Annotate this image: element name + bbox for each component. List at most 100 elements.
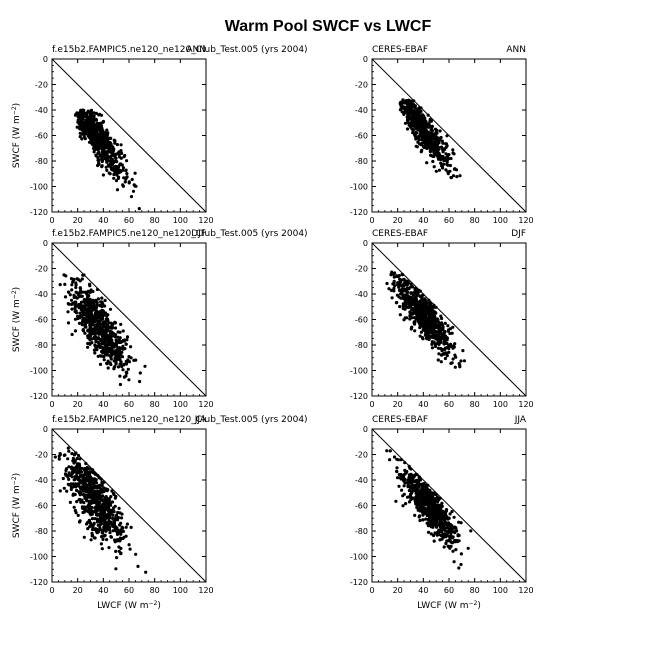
y-tick-label: -60 <box>355 502 368 511</box>
scatter-point <box>88 482 92 486</box>
scatter-point <box>413 106 417 110</box>
scatter-point <box>103 304 107 308</box>
scatter-point <box>95 287 100 292</box>
scatter-point <box>438 326 442 330</box>
scatter-point <box>106 521 110 525</box>
scatter-point <box>66 302 70 306</box>
scatter-point <box>96 322 100 326</box>
scatter-point <box>100 535 104 539</box>
scatter-point <box>136 564 140 569</box>
scatter-point <box>86 125 90 129</box>
y-tick-label: -120 <box>30 392 48 401</box>
scatter-point <box>117 506 121 510</box>
scatter-point <box>412 103 416 107</box>
scatter-point <box>70 471 74 476</box>
scatter-point <box>74 290 78 294</box>
scatter-point <box>428 153 433 157</box>
y-tick-label: -60 <box>355 132 368 141</box>
scatter-point <box>421 488 425 492</box>
scatter-point <box>392 286 396 291</box>
scatter-point <box>112 506 116 510</box>
scatter-point <box>125 522 129 526</box>
scatter-point <box>419 316 423 320</box>
scatter-point <box>439 360 443 364</box>
scatter-point <box>413 110 417 114</box>
scatter-point <box>93 141 97 145</box>
scatter-point <box>450 331 454 335</box>
scatter-point <box>66 310 70 314</box>
y-tick-label: -120 <box>30 208 48 217</box>
scatter-point <box>120 364 124 369</box>
scatter-point <box>127 543 131 547</box>
scatter-point <box>445 158 450 162</box>
scatter-point <box>94 117 98 121</box>
scatter-point <box>102 515 106 519</box>
scatter-point <box>80 320 84 324</box>
scatter-point <box>99 542 103 546</box>
scatter-point <box>84 471 88 476</box>
scatter-point <box>448 169 452 173</box>
scatter-point <box>95 498 99 502</box>
y-tick-label: -40 <box>355 476 368 485</box>
scatter-point <box>437 168 441 172</box>
y-tick-label: 0 <box>363 55 368 64</box>
scatter-point <box>418 311 423 315</box>
scatter-point <box>127 181 131 185</box>
scatter-point <box>116 365 121 369</box>
scatter-point <box>412 311 416 315</box>
scatter-point <box>101 517 106 522</box>
scatter-point <box>100 317 105 321</box>
scatter-point <box>122 339 126 343</box>
scatter-point <box>89 478 93 482</box>
scatter-point <box>111 513 115 517</box>
scatter-point <box>138 379 142 384</box>
scatter-point <box>72 478 76 482</box>
scatter-point <box>88 331 92 335</box>
panel-left-label: CERES-EBAF <box>372 229 428 239</box>
scatter-point <box>424 492 428 496</box>
scatter-point <box>401 273 405 277</box>
scatter-point <box>119 521 123 525</box>
scatter-point <box>132 358 136 362</box>
scatter-point <box>428 501 432 505</box>
scatter-point <box>451 174 456 178</box>
x-axis-label: LWCF (W m−2) <box>97 600 161 611</box>
scatter-point <box>402 492 406 496</box>
scatter-point <box>99 497 103 502</box>
scatter-point <box>447 529 451 533</box>
scatter-point <box>112 160 116 164</box>
scatter-point <box>78 311 82 315</box>
scatter-point <box>439 507 443 511</box>
x-tick-label: 0 <box>369 400 374 409</box>
scatter-point <box>96 494 101 499</box>
scatter-point <box>115 532 120 537</box>
scatter-point <box>435 324 439 328</box>
x-tick-label: 100 <box>493 400 508 409</box>
scatter-point <box>85 113 89 117</box>
scatter-point <box>428 515 432 520</box>
scatter-point <box>412 292 416 296</box>
scatter-point <box>100 300 104 304</box>
scatter-point <box>439 340 443 345</box>
scatter-point <box>119 169 123 173</box>
scatter-point <box>98 354 102 358</box>
y-tick-label: -120 <box>30 578 48 587</box>
scatter-point <box>76 513 80 518</box>
scatter-point <box>106 313 110 317</box>
scatter-point <box>73 452 77 456</box>
scatter-point <box>438 512 442 516</box>
scatter-point <box>435 525 439 529</box>
scatter-point <box>424 119 428 124</box>
scatter-point <box>447 350 451 354</box>
scatter-point <box>436 340 440 344</box>
scatter-point <box>385 449 389 453</box>
scatter-point <box>105 135 109 139</box>
scatter-point <box>399 292 403 296</box>
x-tick-label: 0 <box>49 400 54 409</box>
scatter-point <box>77 475 81 479</box>
scatter-point <box>420 336 424 340</box>
scatter-point <box>398 283 402 287</box>
scatter-point <box>80 120 84 124</box>
scatter-point <box>429 141 433 145</box>
scatter-point <box>459 359 463 363</box>
